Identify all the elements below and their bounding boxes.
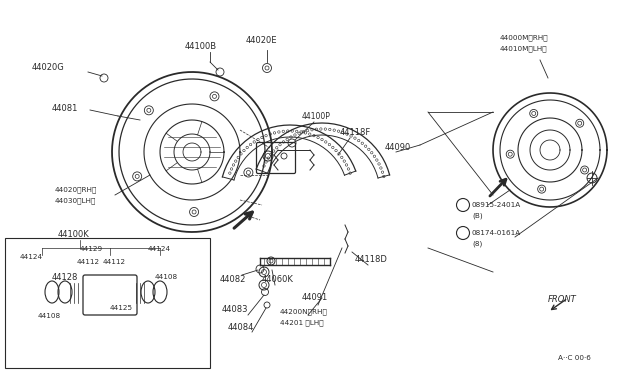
Text: 44108: 44108 [38, 313, 61, 319]
Text: W: W [460, 202, 467, 208]
Text: 44090: 44090 [385, 142, 412, 151]
Text: 44060K: 44060K [262, 276, 294, 285]
Text: 44082: 44082 [220, 276, 246, 285]
Text: 44129: 44129 [80, 246, 103, 252]
Text: 44200N〈RH〉: 44200N〈RH〉 [280, 309, 328, 315]
Text: 44100B: 44100B [185, 42, 217, 51]
Circle shape [456, 199, 470, 212]
Bar [5, 238, 210, 368]
Text: 44081: 44081 [52, 103, 78, 112]
Text: (B): (B) [472, 213, 483, 219]
Text: 44030〈LH〉: 44030〈LH〉 [55, 198, 97, 204]
Text: 44118D: 44118D [355, 256, 388, 264]
Text: 44128: 44128 [52, 273, 78, 282]
Text: 44100K: 44100K [58, 230, 90, 238]
Text: 44020E: 44020E [246, 35, 278, 45]
Text: 44201 〈LH〉: 44201 〈LH〉 [280, 320, 324, 326]
Text: 44125: 44125 [110, 305, 133, 311]
Text: 44124: 44124 [148, 246, 171, 252]
Text: FRONT: FRONT [548, 295, 577, 305]
Text: 44020〈RH〉: 44020〈RH〉 [55, 187, 97, 193]
Text: 44084: 44084 [228, 324, 254, 333]
Circle shape [456, 227, 470, 240]
Text: 44112: 44112 [103, 259, 126, 265]
Text: 44083: 44083 [222, 305, 248, 314]
Text: 44000M〈RH〉: 44000M〈RH〉 [500, 35, 548, 41]
Text: 08915-2401A: 08915-2401A [472, 202, 521, 208]
Text: 44091: 44091 [302, 294, 328, 302]
Text: 44112: 44112 [77, 259, 100, 265]
Text: 44100P: 44100P [302, 112, 331, 121]
Text: 44118F: 44118F [340, 128, 371, 137]
Text: A··C 00·6: A··C 00·6 [558, 355, 591, 361]
Text: 44020G: 44020G [32, 62, 65, 71]
Text: 44010M〈LH〉: 44010M〈LH〉 [500, 46, 548, 52]
Text: B: B [461, 230, 465, 236]
Text: 44124: 44124 [20, 254, 43, 260]
Text: 44108: 44108 [155, 274, 178, 280]
Text: (8): (8) [472, 241, 483, 247]
Text: 08174-0161A: 08174-0161A [472, 230, 521, 236]
